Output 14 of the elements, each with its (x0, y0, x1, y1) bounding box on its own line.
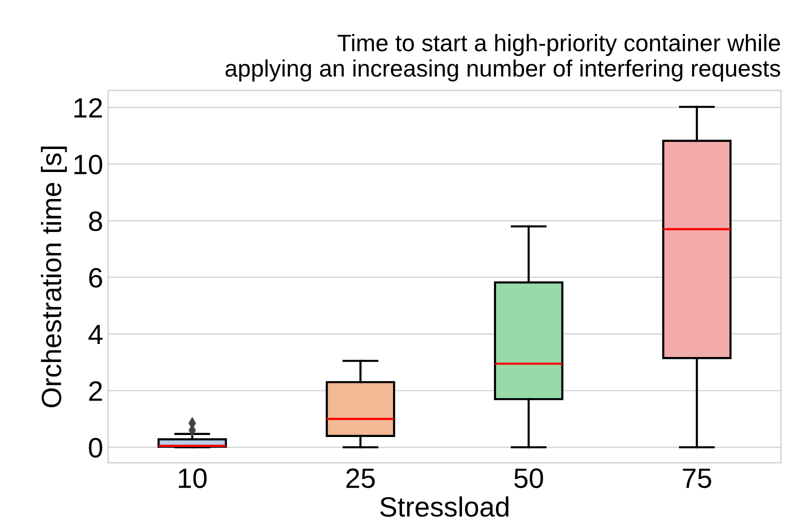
x-tick-label: 75 (682, 468, 712, 488)
x-axis-title: Stressload (380, 496, 508, 517)
y-tick-label: 0 (88, 438, 102, 458)
x-tick-label: 25 (346, 468, 375, 488)
x-tick-label: 50 (514, 468, 544, 488)
y-tick-label: 4 (88, 324, 102, 344)
chart-title: Time to start a high-priority container while applying an increasing number of interfering requests (226, 34, 780, 82)
y-tick-label: 2 (89, 381, 102, 401)
y-tick-label: 6 (89, 268, 102, 288)
x-tick-label: 10 (178, 468, 207, 488)
y-tick-label: 12 (74, 98, 102, 118)
y-axis-title: Orchestration time [s] (40, 146, 67, 408)
y-tick-label: 8 (89, 211, 102, 232)
y-tick-label: 10 (74, 154, 102, 174)
